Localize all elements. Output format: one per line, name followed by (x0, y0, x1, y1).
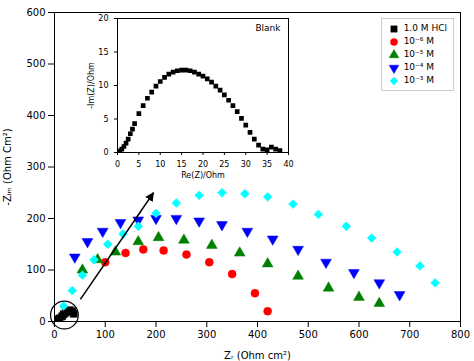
svg-text:200: 200 (26, 213, 45, 224)
svg-text:100: 100 (26, 264, 45, 275)
svg-text:20: 20 (198, 160, 208, 169)
svg-text:Zᵣ (Ohm cm²): Zᵣ (Ohm cm²) (224, 350, 291, 361)
html-text:10⁻⁶ M: 10⁻⁶ M (403, 36, 435, 46)
svg-text:Re(Z)/Ohm: Re(Z)/Ohm (181, 171, 225, 180)
svg-text:30: 30 (241, 160, 251, 169)
svg-text:100: 100 (96, 329, 115, 340)
svg-text:800: 800 (451, 329, 470, 340)
svg-text:15: 15 (98, 48, 108, 57)
svg-text:5: 5 (136, 160, 141, 169)
svg-text:35: 35 (262, 160, 272, 169)
svg-text:700: 700 (400, 329, 419, 340)
svg-text:40: 40 (283, 160, 293, 169)
svg-text:-Zᵢₘ (Ohm Cm²): -Zᵢₘ (Ohm Cm²) (2, 128, 13, 205)
svg-text:25: 25 (219, 160, 229, 169)
svg-text:0: 0 (51, 329, 57, 340)
svg-text:500: 500 (26, 58, 45, 69)
svg-text:600: 600 (26, 7, 45, 18)
svg-text:10: 10 (155, 160, 165, 169)
svg-text:5: 5 (103, 115, 108, 124)
html-text:10⁻⁴ M: 10⁻⁴ M (403, 62, 435, 72)
svg-text:300: 300 (26, 161, 45, 172)
svg-text:400: 400 (26, 110, 45, 121)
svg-text:0: 0 (103, 148, 108, 157)
html-text:10⁻³ M: 10⁻³ M (403, 75, 435, 85)
svg-text:500: 500 (299, 329, 318, 340)
svg-text:Blank: Blank (255, 23, 281, 33)
svg-text:0: 0 (115, 160, 120, 169)
svg-text:400: 400 (248, 329, 267, 340)
html-text:10⁻⁵ M: 10⁻⁵ M (403, 49, 435, 59)
svg-text:10: 10 (98, 81, 108, 90)
svg-text:20: 20 (98, 14, 108, 23)
svg-text:200: 200 (146, 329, 165, 340)
svg-text:300: 300 (197, 329, 216, 340)
html-text:1.0 M HCl: 1.0 M HCl (403, 23, 447, 33)
svg-text:-Im(Z)/Ohm: -Im(Z)/Ohm (87, 62, 96, 109)
svg-text:600: 600 (349, 329, 368, 340)
svg-text:15: 15 (177, 160, 187, 169)
svg-text:0: 0 (39, 316, 45, 327)
